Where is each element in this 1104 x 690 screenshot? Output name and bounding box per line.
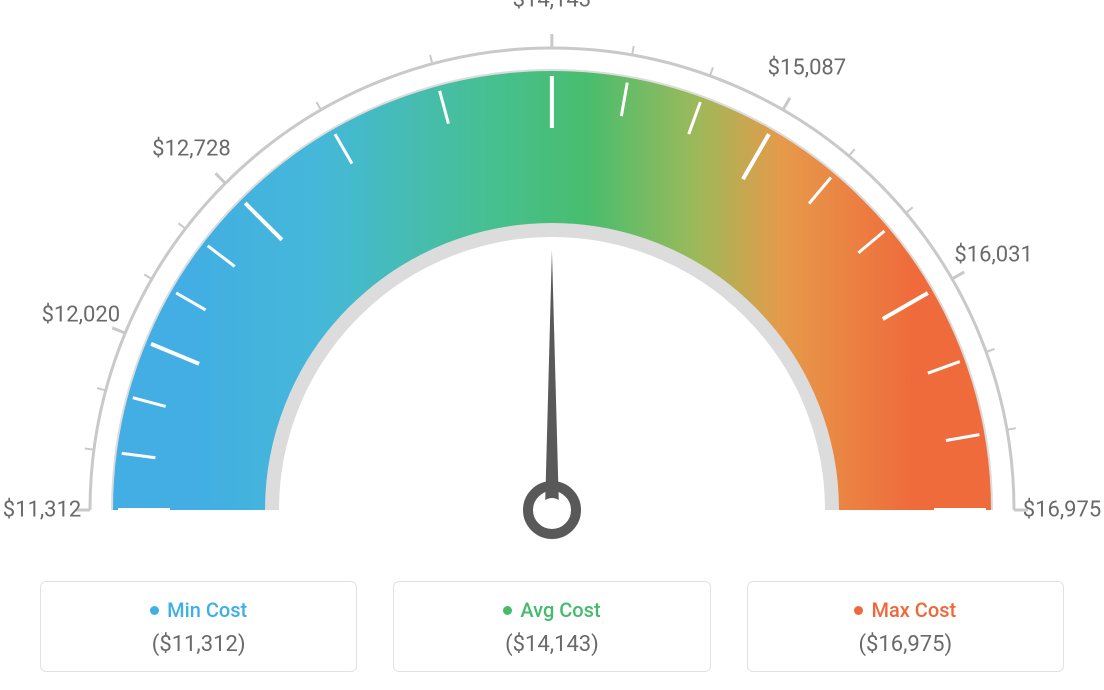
- legend-label: Max Cost: [871, 598, 956, 622]
- gauge-svg: [0, 0, 1104, 560]
- gauge-tick-label: $15,087: [768, 56, 847, 81]
- legend-card-max: Max Cost ($16,975): [747, 581, 1064, 672]
- legend-value: ($11,312): [51, 632, 346, 657]
- legend-label: Avg Cost: [520, 598, 600, 622]
- dot-icon: [150, 606, 159, 615]
- gauge-tick-label: $12,020: [42, 302, 121, 327]
- gauge-tick-label: $14,143: [513, 0, 592, 13]
- legend-row: Min Cost ($11,312) Avg Cost ($14,143) Ma…: [0, 581, 1104, 672]
- gauge-tick-label: $16,031: [954, 242, 1033, 267]
- legend-label: Min Cost: [167, 598, 247, 622]
- gauge-tick-label: $11,312: [3, 498, 82, 523]
- legend-value: ($14,143): [404, 632, 699, 657]
- dot-icon: [503, 606, 512, 615]
- legend-card-avg: Avg Cost ($14,143): [393, 581, 710, 672]
- legend-card-min: Min Cost ($11,312): [40, 581, 357, 672]
- dot-icon: [854, 606, 863, 615]
- gauge-tick-label: $16,975: [1023, 498, 1102, 523]
- gauge-tick-label: $12,728: [152, 137, 231, 162]
- legend-value: ($16,975): [758, 632, 1053, 657]
- gauge-chart: $11,312 $12,020 $12,728 $14,143 $15,087 $16,0…: [0, 0, 1104, 560]
